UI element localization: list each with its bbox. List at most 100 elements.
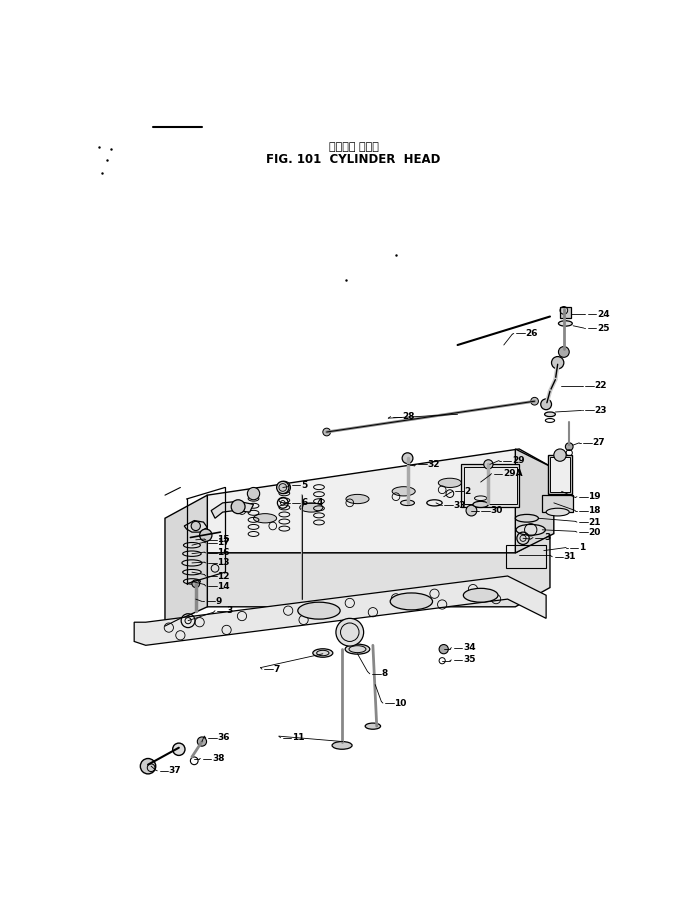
Polygon shape xyxy=(211,501,253,519)
Text: 18: 18 xyxy=(589,506,601,515)
Bar xyxy=(464,466,517,504)
Polygon shape xyxy=(134,576,546,645)
Text: 20: 20 xyxy=(589,528,601,537)
Text: 29A: 29A xyxy=(503,469,522,478)
Text: 34: 34 xyxy=(463,644,475,652)
Polygon shape xyxy=(165,495,207,626)
Ellipse shape xyxy=(544,412,555,417)
Ellipse shape xyxy=(183,551,201,556)
Circle shape xyxy=(565,442,573,451)
Text: 16: 16 xyxy=(217,548,230,557)
Text: 29: 29 xyxy=(512,456,525,465)
Ellipse shape xyxy=(558,320,572,326)
Text: 32: 32 xyxy=(428,460,440,469)
Polygon shape xyxy=(207,533,550,607)
Ellipse shape xyxy=(253,514,277,523)
Ellipse shape xyxy=(365,723,381,729)
Text: 1: 1 xyxy=(579,543,586,552)
Text: 38: 38 xyxy=(212,754,224,763)
Ellipse shape xyxy=(184,543,200,548)
Text: 25: 25 xyxy=(597,323,609,332)
Ellipse shape xyxy=(477,471,500,480)
Circle shape xyxy=(192,580,199,588)
Circle shape xyxy=(541,399,551,409)
Text: 6: 6 xyxy=(302,498,308,508)
Circle shape xyxy=(247,487,259,499)
Text: 11: 11 xyxy=(292,733,304,743)
Text: 28: 28 xyxy=(402,412,415,421)
Polygon shape xyxy=(515,449,554,553)
Text: 22: 22 xyxy=(595,381,607,390)
Text: 36: 36 xyxy=(217,733,230,743)
Text: 7: 7 xyxy=(273,665,280,674)
Ellipse shape xyxy=(298,602,340,619)
Circle shape xyxy=(466,505,477,516)
Ellipse shape xyxy=(345,644,370,655)
Text: 31: 31 xyxy=(564,553,576,561)
Text: 21: 21 xyxy=(589,518,601,527)
Text: 3: 3 xyxy=(226,606,233,615)
Circle shape xyxy=(278,481,290,494)
Ellipse shape xyxy=(184,578,200,584)
Text: 24: 24 xyxy=(597,309,609,319)
Ellipse shape xyxy=(401,500,415,506)
Text: 23: 23 xyxy=(595,406,607,415)
Circle shape xyxy=(277,481,289,494)
Ellipse shape xyxy=(546,509,569,516)
Bar xyxy=(549,455,571,494)
Bar xyxy=(550,456,570,492)
Circle shape xyxy=(531,397,538,405)
Text: 33: 33 xyxy=(454,500,466,509)
Circle shape xyxy=(231,499,245,514)
Text: 3: 3 xyxy=(544,533,551,542)
Text: 12: 12 xyxy=(217,572,230,580)
Ellipse shape xyxy=(438,478,462,487)
Text: 17: 17 xyxy=(217,538,230,547)
Circle shape xyxy=(551,356,564,369)
Text: 35: 35 xyxy=(463,655,475,665)
Text: 30: 30 xyxy=(491,506,503,515)
Bar xyxy=(506,545,546,568)
Text: 27: 27 xyxy=(592,438,605,447)
Polygon shape xyxy=(184,521,207,532)
Text: 37: 37 xyxy=(169,767,181,776)
Ellipse shape xyxy=(464,588,498,602)
Text: 15: 15 xyxy=(217,535,230,544)
Bar xyxy=(560,308,571,318)
Ellipse shape xyxy=(473,501,489,508)
Ellipse shape xyxy=(182,560,202,566)
Text: 14: 14 xyxy=(217,581,230,590)
Text: 5: 5 xyxy=(302,481,308,489)
Text: 10: 10 xyxy=(395,699,407,708)
Text: 8: 8 xyxy=(382,669,388,678)
Circle shape xyxy=(402,453,413,464)
Circle shape xyxy=(484,460,493,469)
Ellipse shape xyxy=(516,524,545,535)
Bar xyxy=(542,495,573,512)
Bar xyxy=(462,465,519,507)
Circle shape xyxy=(323,428,331,436)
Circle shape xyxy=(191,521,200,531)
Text: 13: 13 xyxy=(217,558,230,567)
Text: 9: 9 xyxy=(216,597,222,606)
Ellipse shape xyxy=(391,593,433,610)
Ellipse shape xyxy=(183,569,201,575)
Circle shape xyxy=(199,529,212,542)
Circle shape xyxy=(558,347,569,357)
Circle shape xyxy=(140,758,156,774)
Polygon shape xyxy=(207,449,554,553)
Text: 4: 4 xyxy=(317,498,323,508)
Circle shape xyxy=(197,737,206,746)
Text: 2: 2 xyxy=(464,487,471,496)
Ellipse shape xyxy=(299,503,323,512)
Circle shape xyxy=(439,644,449,654)
Circle shape xyxy=(172,743,185,756)
Text: シリンダ ヘッド: シリンダ ヘッド xyxy=(328,142,379,152)
Circle shape xyxy=(336,619,364,646)
Ellipse shape xyxy=(332,742,352,749)
Circle shape xyxy=(554,449,566,461)
Ellipse shape xyxy=(313,649,333,657)
Text: 26: 26 xyxy=(525,329,538,338)
Text: 19: 19 xyxy=(589,492,601,501)
Ellipse shape xyxy=(346,495,369,504)
